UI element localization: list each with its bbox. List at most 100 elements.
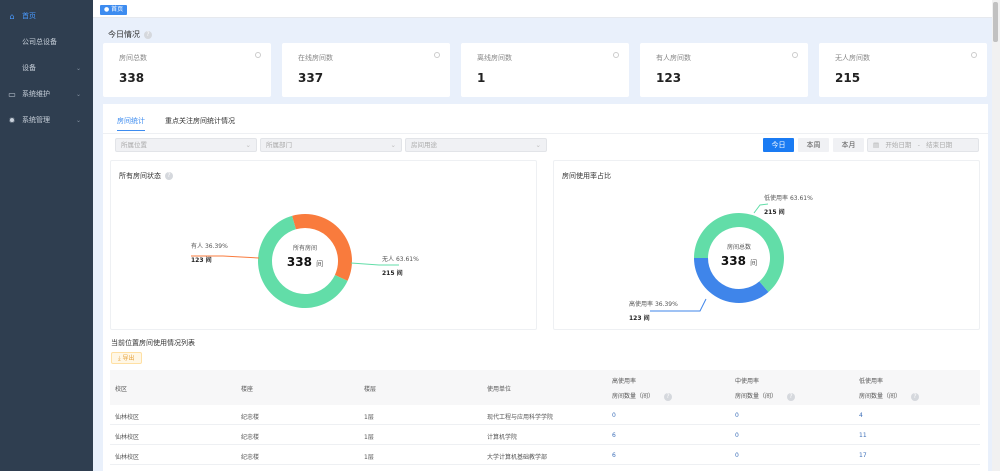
stat-value: 123 xyxy=(656,71,682,85)
chart-title-text: 所有房间状态 xyxy=(119,172,161,180)
center-number: 338 xyxy=(286,255,312,269)
usage-rate-chart: 房间使用率占比 房间总数 338 间 低使用率 63.61% 215 间 高使用率 … xyxy=(553,160,980,330)
slice-label-occupied: 有人 36.39% 123 间 xyxy=(191,241,228,264)
slice-percent: 36.39% xyxy=(654,301,678,308)
info-icon xyxy=(971,52,977,58)
center-value: 338 间 xyxy=(270,255,340,269)
center-label: 房间总数 xyxy=(726,244,751,251)
table-cell: 计算机学院 xyxy=(487,434,518,441)
calendar-icon: ▤ xyxy=(873,141,880,149)
donut-chart xyxy=(191,214,399,308)
help-icon[interactable]: ? xyxy=(787,392,796,401)
tab-key-rooms[interactable]: 重点关注房间统计情况 xyxy=(165,117,235,125)
table-cell: 1层 xyxy=(364,434,374,441)
column-header-floor[interactable]: 楼层 xyxy=(364,386,377,393)
this-week-button[interactable]: 本周 xyxy=(798,138,829,152)
slice-label-low: 低使用率 63.61% 215 间 xyxy=(764,193,813,216)
sidebar-item-system-admin[interactable]: ✹ 系统管理 ⌄ xyxy=(0,110,93,130)
sidebar-item-label: 系统管理 xyxy=(22,116,50,124)
location-select[interactable]: 所属位置 ⌄ xyxy=(115,138,257,152)
stat-label: 在线房间数 xyxy=(298,54,333,62)
sidebar-item-maintenance[interactable]: ▭ 系统维护 ⌄ xyxy=(0,84,93,104)
slice-name: 低使用率 xyxy=(764,195,789,202)
slice-name: 无人 xyxy=(382,256,395,263)
table-cell: 仙林校区 xyxy=(115,414,140,421)
help-icon[interactable]: ? xyxy=(144,30,152,39)
column-header-building[interactable]: 楼座 xyxy=(241,386,254,393)
header-sub: 房间数量（间） xyxy=(612,393,655,400)
table-cell: 纪忠楼 xyxy=(241,454,260,461)
page-scrollbar[interactable] xyxy=(992,0,1000,471)
column-header-unit[interactable]: 使用单位 xyxy=(487,386,512,393)
donut-slice[interactable] xyxy=(694,213,784,292)
export-button[interactable]: ⤓ 导出 xyxy=(111,352,142,364)
department-select[interactable]: 所属部门 ⌄ xyxy=(260,138,402,152)
sidebar: ⌂ 首页 公司总设备 设备 ⌄ ▭ 系统维护 ⌄ ✹ 系统管理 ⌄ xyxy=(0,0,93,471)
info-icon xyxy=(792,52,798,58)
table-cell: 6 xyxy=(612,432,616,439)
table-row[interactable]: 仙林校区 纪忠楼 1层 现代工程与应用科学学院 0 0 4 xyxy=(110,405,980,425)
table-header: 校区 楼座 楼层 使用单位 高使用率 房间数量（间）? 中使用率 房间数量（间）? … xyxy=(110,370,980,405)
donut-slice[interactable] xyxy=(292,214,352,281)
today-title-text: 今日情况 xyxy=(108,30,140,39)
center-number: 338 xyxy=(720,254,746,268)
chart-title: 所有房间状态? xyxy=(119,171,173,181)
table-cell: 仙林校区 xyxy=(115,434,140,441)
sidebar-item-label: 首页 xyxy=(22,12,36,20)
table-cell: 现代工程与应用科学学院 xyxy=(487,414,554,421)
label-leader-line xyxy=(350,262,399,266)
help-icon[interactable]: ? xyxy=(165,172,173,180)
center-unit: 间 xyxy=(316,260,324,268)
table-title: 当前位置房间使用情况列表 xyxy=(111,339,195,347)
stat-value: 215 xyxy=(835,71,861,85)
donut-slice[interactable] xyxy=(694,258,769,303)
tab-room-stats[interactable]: 房间统计 xyxy=(117,116,145,131)
table-row[interactable]: 仙林校区 纪忠楼 1层 计算机学院 6 0 11 xyxy=(110,425,980,445)
monitor-icon: ▭ xyxy=(8,89,16,99)
this-month-button[interactable]: 本月 xyxy=(833,138,864,152)
donut-chart xyxy=(650,203,784,312)
breadcrumb-tag-home[interactable]: ● 首页 xyxy=(100,5,128,15)
end-date[interactable]: 结束日期 xyxy=(926,141,953,149)
room-status-chart: 所有房间状态? 所有房间 338 间 有人 36.39% 123 间 无人 63.6… xyxy=(110,160,537,330)
stat-card-total: 房间总数 338 xyxy=(103,43,271,97)
slice-percent: 36.39% xyxy=(204,243,228,250)
start-date[interactable]: 开始日期 xyxy=(885,141,912,149)
sidebar-item-devices[interactable]: 设备 ⌄ xyxy=(0,58,93,78)
table-cell: 纪忠楼 xyxy=(241,434,260,441)
header-sub: 房间数量（间） xyxy=(859,393,902,400)
slice-count: 123 间 xyxy=(629,315,650,322)
table-row[interactable]: 仙林校区 纪忠楼 1层 大学计算机基础教学部 6 0 17 xyxy=(110,445,980,465)
slice-percent: 63.61% xyxy=(395,256,419,263)
column-header-campus[interactable]: 校区 xyxy=(115,386,128,393)
stat-card-empty: 无人房间数 215 xyxy=(819,43,987,97)
table-cell: 4 xyxy=(859,412,863,419)
help-icon[interactable]: ? xyxy=(664,392,673,401)
stat-value: 1 xyxy=(477,71,486,85)
chart-title: 房间使用率占比 xyxy=(562,172,611,180)
date-separator: - xyxy=(917,141,920,149)
table-cell: 仙林校区 xyxy=(115,454,140,461)
center-unit: 间 xyxy=(750,259,758,267)
slice-count: 215 间 xyxy=(764,209,785,216)
slice-name: 有人 xyxy=(191,243,204,250)
help-icon[interactable]: ? xyxy=(911,392,920,401)
info-icon xyxy=(434,52,440,58)
table-cell: 6 xyxy=(612,452,616,459)
donut-slice[interactable] xyxy=(258,215,348,308)
select-placeholder: 房间用途 xyxy=(411,141,437,149)
sidebar-item-company-devices[interactable]: 公司总设备 xyxy=(0,32,93,52)
gear-icon: ✹ xyxy=(8,115,16,125)
stat-label: 离线房间数 xyxy=(477,54,512,62)
scrollbar-thumb[interactable] xyxy=(993,2,998,42)
column-header-high[interactable]: 高使用率 房间数量（间）? xyxy=(612,376,673,401)
info-icon xyxy=(255,52,261,58)
date-range-picker[interactable]: ▤ 开始日期 - 结束日期 xyxy=(867,138,979,152)
usage-select[interactable]: 房间用途 ⌄ xyxy=(405,138,547,152)
today-button[interactable]: 今日 xyxy=(763,138,794,152)
column-header-medium[interactable]: 中使用率 房间数量（间）? xyxy=(735,376,796,401)
column-header-low[interactable]: 低使用率 房间数量（间）? xyxy=(859,376,920,401)
sidebar-item-label: 公司总设备 xyxy=(22,38,57,46)
sidebar-item-home[interactable]: ⌂ 首页 xyxy=(0,6,93,26)
slice-label-high: 高使用率 36.39% 123 间 xyxy=(629,299,678,322)
